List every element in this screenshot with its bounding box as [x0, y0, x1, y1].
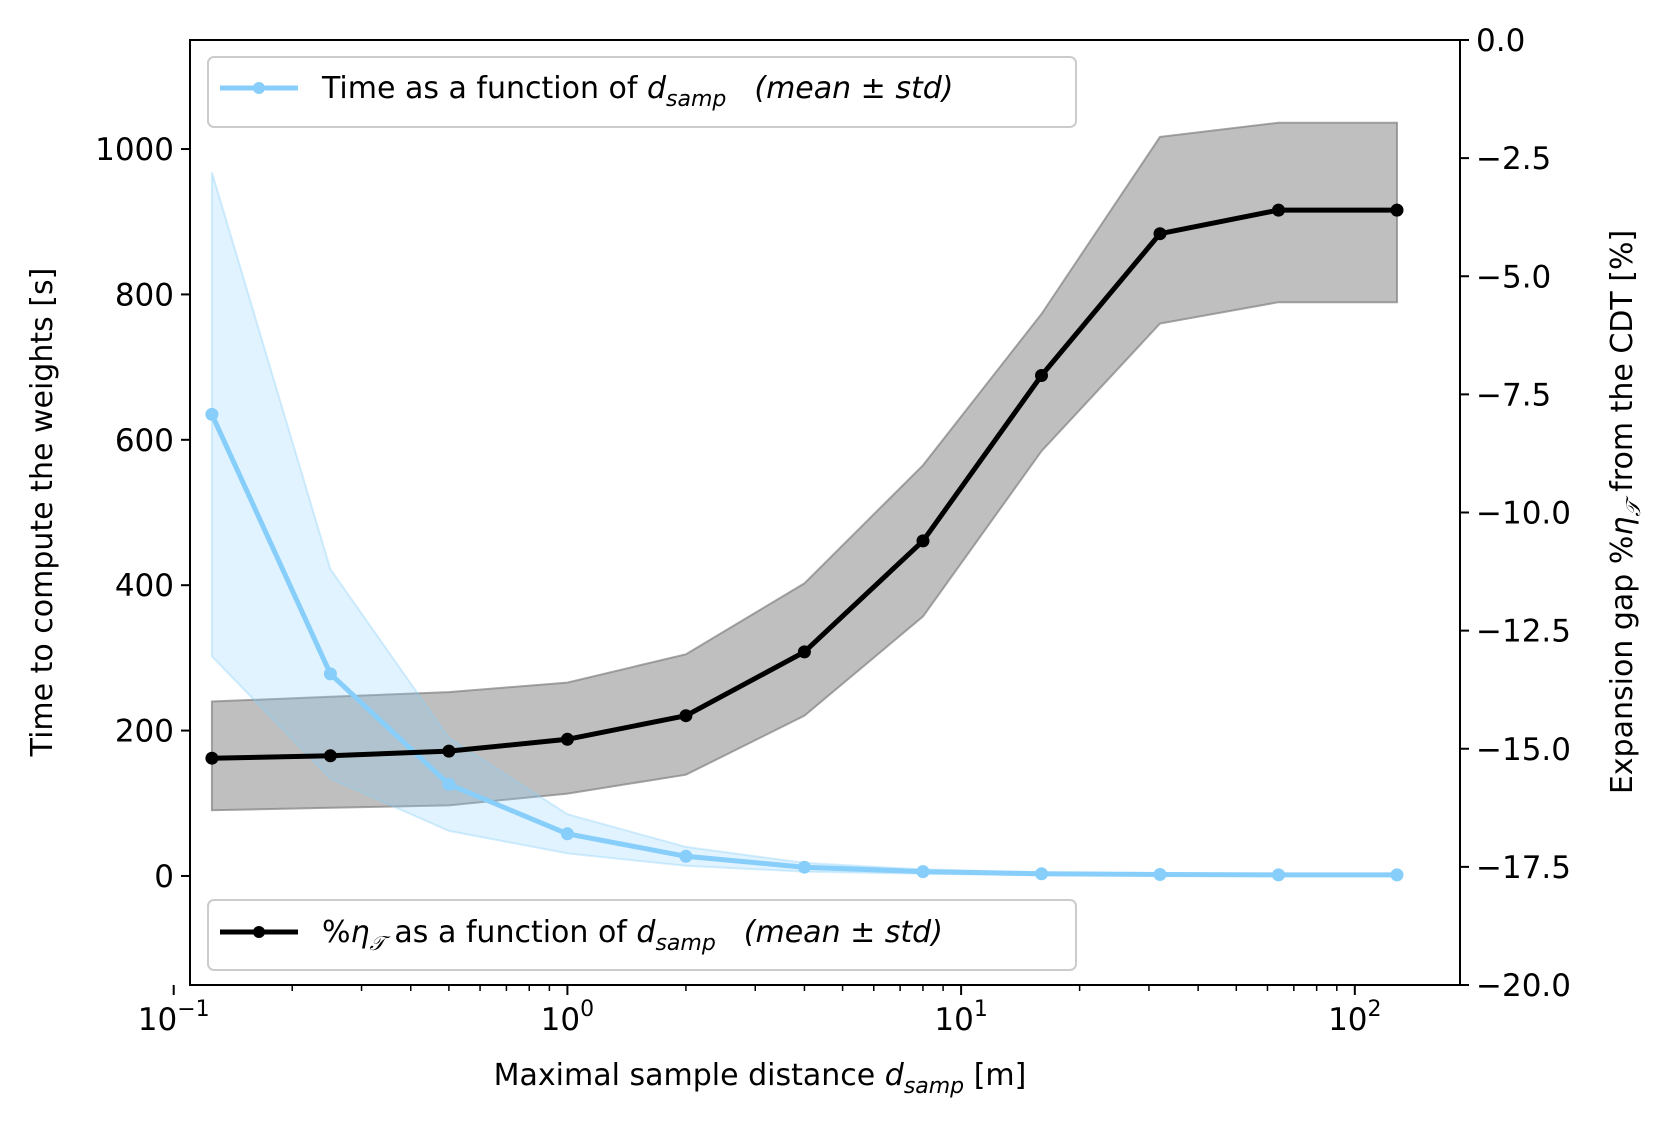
time-point	[205, 407, 219, 421]
right-tick-label: −17.5	[1476, 850, 1571, 886]
legend-time-label: Time as a function of	[321, 71, 647, 106]
gap-point	[1390, 203, 1404, 217]
x-tick-label: 100	[541, 997, 594, 1038]
x-axis-label: Maximal sample distance dsamp [m]	[494, 1058, 1027, 1099]
right-tick-label: −7.5	[1476, 377, 1551, 413]
legend-time: Time as a function of dsamp (mean ± std)	[207, 56, 1077, 128]
gap-point	[916, 534, 930, 548]
gap-point	[442, 744, 456, 758]
left-axis-label: Time to compute the weights [s]	[25, 268, 60, 758]
right-axis-label: Expansion gap %η𝒯 from the CDT [%]	[1605, 230, 1645, 794]
right-tick-label: −2.5	[1476, 141, 1551, 177]
time-point	[679, 849, 693, 863]
time-point	[560, 827, 574, 841]
time-point	[1153, 868, 1167, 881]
time-point	[916, 865, 930, 879]
left-tick-label: 1000	[95, 132, 174, 168]
x-tick-label: 10−1	[138, 997, 210, 1038]
gap-std-band	[210, 121, 1398, 812]
left-tick-label: 200	[115, 714, 174, 750]
gap-point	[560, 732, 574, 746]
left-tick-label: 400	[115, 568, 174, 604]
gap-point	[1153, 227, 1167, 241]
time-point	[797, 860, 811, 874]
gap-point	[323, 749, 337, 763]
svg-text:Time as a function of dsamp(me: Time as a function of dsamp (mean ± std)	[321, 71, 954, 112]
x-tick-label: 102	[1328, 997, 1381, 1038]
right-tick-label: −20.0	[1476, 968, 1571, 1004]
legend-time-marker	[253, 82, 265, 94]
gap-point	[1272, 203, 1285, 217]
right-tick-label: −12.5	[1476, 614, 1571, 650]
legend-gap-label: %	[322, 915, 351, 950]
gap-point	[1035, 369, 1048, 382]
right-tick-label: −10.0	[1476, 496, 1571, 532]
legend-gap-marker	[253, 926, 265, 938]
left-tick-label: 0	[154, 859, 174, 895]
right-tick-label: −5.0	[1476, 259, 1551, 295]
time-point	[323, 667, 337, 681]
right-tick-label: −15.0	[1476, 732, 1571, 768]
x-tick-label: 101	[934, 997, 987, 1038]
time-point	[442, 777, 456, 791]
legend-gap: %η𝒯 as a function of dsamp (mean ± std)	[207, 899, 1077, 971]
right-tick-label: 0.0	[1476, 23, 1525, 59]
gap-point	[679, 709, 693, 723]
left-tick-label: 600	[115, 423, 174, 459]
time-point	[1035, 867, 1048, 881]
gap-point	[797, 645, 811, 659]
svg-text:%η𝒯 as a function of dsamp(m: %η𝒯 as a function of dsamp (mean ± std)	[322, 915, 943, 956]
left-tick-label: 800	[115, 277, 174, 313]
time-point	[1272, 868, 1285, 882]
gap-point	[205, 751, 219, 765]
time-point	[1390, 868, 1404, 882]
